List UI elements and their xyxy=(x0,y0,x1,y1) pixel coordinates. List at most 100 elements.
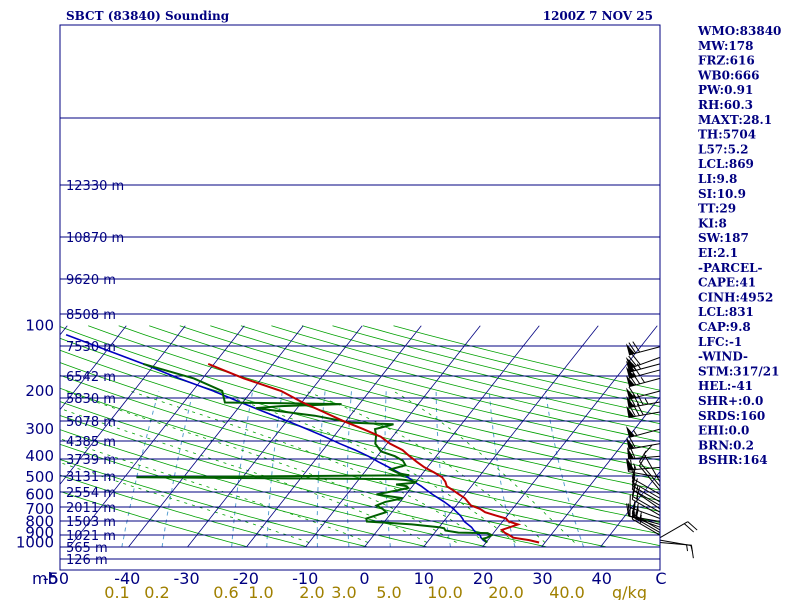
wind-barb xyxy=(625,425,661,438)
sounding-profiles xyxy=(65,333,540,544)
mixing-ratio-tick-label: 0.2 xyxy=(144,583,169,600)
index-item: CAP:9.8 xyxy=(698,320,751,334)
dry-adiabat-line xyxy=(240,325,660,433)
wind-barb-shaft xyxy=(628,346,661,356)
mixing-ratio-unit-label: g/kg xyxy=(612,583,647,600)
pressure-tick-label: 400 xyxy=(25,447,54,465)
temperature-tick-label: C xyxy=(655,569,666,588)
wind-barb-shaft xyxy=(628,443,661,450)
pressure-tick-label: 900 xyxy=(25,524,54,542)
index-item: LCL:831 xyxy=(698,305,754,319)
temperature-tick-label: -10 xyxy=(292,569,318,588)
isotherm-line xyxy=(246,325,422,548)
mixing-ratio-tick-label: 20.0 xyxy=(488,583,524,600)
plot-frame xyxy=(59,24,661,571)
wind-barb-flag xyxy=(627,503,630,517)
wind-barb xyxy=(627,458,661,471)
temperature-tick-label: -40 xyxy=(114,569,140,588)
temperature-tick-label: 20 xyxy=(473,569,493,588)
wind-barb-shaft xyxy=(632,518,661,536)
height-label: 126 m xyxy=(66,553,108,568)
index-item: SHR+:0.0 xyxy=(698,394,763,408)
wind-barb-half-flag xyxy=(644,398,649,405)
index-item: WB0:666 xyxy=(697,68,759,82)
dry-adiabat-line xyxy=(60,349,660,512)
wind-barb-shaft xyxy=(629,507,661,519)
wind-barb-shaft xyxy=(633,490,661,510)
wind-barb-flag xyxy=(631,473,636,487)
moist-adiabat-line xyxy=(64,390,457,543)
wind-barb-half-flag xyxy=(633,463,637,470)
index-item: CINH:4952 xyxy=(698,290,773,304)
height-label: 4385 m xyxy=(66,435,116,450)
wind-barb-flag xyxy=(628,355,637,367)
height-label: 565 m xyxy=(66,541,108,556)
wind-barb-pennant xyxy=(625,366,635,379)
stability-indices: WMO:83840MW:178FRZ:616WB0:666PW:0.91RH:6… xyxy=(697,24,781,467)
index-item: FRZ:616 xyxy=(698,54,755,68)
wind-barb-shaft xyxy=(659,521,688,539)
wind-barb xyxy=(629,494,661,519)
isotherm-line xyxy=(60,325,127,411)
mixing-ratio-tick-label: 0.6 xyxy=(213,583,238,600)
index-item: EHI:0.0 xyxy=(698,424,749,438)
pressure-tick-label: 300 xyxy=(25,420,54,438)
dewpoint-trace xyxy=(136,362,495,544)
wind-barb-half-flag xyxy=(639,512,642,519)
height-label: 10870 m xyxy=(66,231,124,246)
wind-barb xyxy=(626,393,661,409)
wind-barb-half-flag xyxy=(636,363,642,370)
dry-adiabat-line xyxy=(60,429,488,548)
wind-barb xyxy=(659,539,694,559)
height-label: 2554 m xyxy=(66,486,116,501)
index-item: LI:9.8 xyxy=(698,172,737,186)
mixing-ratio-tick-label: 10.0 xyxy=(427,583,463,600)
wind-barb-shaft xyxy=(632,477,661,495)
index-item: BRN:0.2 xyxy=(698,438,754,452)
dry-adiabat-line xyxy=(60,362,660,523)
dry-adiabat-line xyxy=(60,443,429,548)
wind-barb-shaft xyxy=(628,401,661,409)
wind-barb-shaft xyxy=(632,481,661,499)
wind-barb-flag xyxy=(632,354,641,365)
moist-adiabat-line xyxy=(60,438,369,543)
pressure-tick-label: 100 xyxy=(25,317,54,335)
wind-barb xyxy=(625,354,661,369)
pressure-tick-label: 700 xyxy=(25,500,54,518)
mixing-ratio-tick-label: 2.0 xyxy=(299,583,324,600)
wind-barb-shaft xyxy=(628,390,661,400)
wind-barb-flag xyxy=(691,545,694,559)
moist-adiabat-line xyxy=(305,390,546,543)
chart-title: SBCT (83840) Sounding xyxy=(66,9,230,23)
mixing-ratio-tick-label: 3.0 xyxy=(331,583,356,600)
wind-barb-shaft xyxy=(628,471,661,478)
index-item: LCL:869 xyxy=(698,157,754,171)
dry-adiabat-line xyxy=(60,337,660,502)
height-label: 6542 m xyxy=(66,370,116,385)
dry-adiabat-line xyxy=(149,325,660,461)
dry-adiabat-line xyxy=(60,491,249,548)
pressure-unit-label: mb xyxy=(32,569,58,588)
wind-barb xyxy=(627,503,661,525)
wind-barb-pennant xyxy=(626,437,635,450)
mixing-ratio-tick-label: 0.1 xyxy=(104,583,129,600)
dry-adiabat-line xyxy=(179,325,660,452)
moist-adiabat-line xyxy=(211,390,516,543)
isotherm-line xyxy=(600,470,660,548)
wind-barb xyxy=(631,473,661,503)
dry-adiabat-line xyxy=(60,459,369,548)
wind-barb-shaft xyxy=(629,356,661,369)
mixing-ratio-tick-label: 5.0 xyxy=(376,583,401,600)
wind-barb-pennant xyxy=(626,405,635,418)
wind-barb-shaft xyxy=(628,369,661,379)
wind-barb-shaft xyxy=(628,515,661,522)
dry-adiabat-line xyxy=(118,325,660,471)
dry-adiabat-line xyxy=(60,326,660,491)
wind-barb xyxy=(625,386,661,400)
wind-barb-flag xyxy=(626,503,629,517)
wind-barb-flag xyxy=(628,386,637,398)
dry-adiabat-line xyxy=(60,401,608,548)
isotherm-line xyxy=(423,325,599,548)
isotherm-line xyxy=(187,325,363,548)
wind-barb-pennant xyxy=(626,395,635,408)
